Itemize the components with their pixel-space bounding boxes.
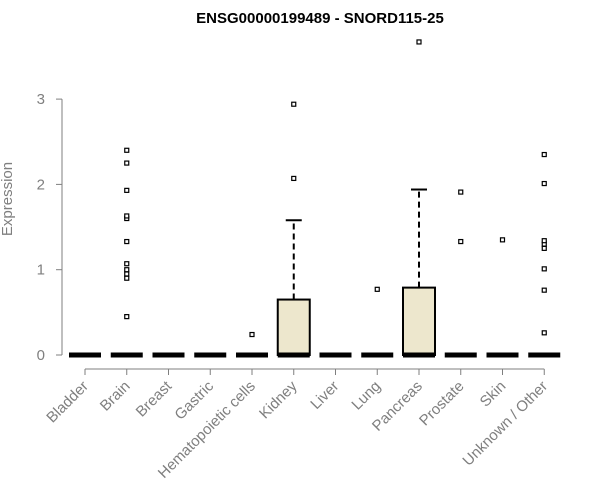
- y-tick-label: 2: [37, 176, 45, 193]
- box-12: [528, 151, 561, 358]
- x-tick-label: Brain: [97, 378, 134, 415]
- outlier-point: [499, 237, 506, 243]
- outlier-point: [124, 160, 130, 166]
- outlier-point: [124, 314, 130, 320]
- x-tick-label: Lung: [348, 378, 384, 414]
- box-8: [361, 286, 394, 358]
- outlier-point: [541, 238, 547, 244]
- outlier-point: [124, 275, 130, 281]
- outlier-point: [541, 151, 547, 158]
- outlier-point: [249, 331, 255, 338]
- outlier-point: [124, 187, 130, 193]
- outlier-point: [416, 39, 422, 45]
- outlier-point: [541, 180, 547, 187]
- outlier-point: [541, 330, 547, 336]
- box-6: [276, 101, 311, 358]
- outlier-point: [124, 261, 130, 267]
- outlier-point: [124, 267, 130, 273]
- box-iqr: [276, 298, 311, 356]
- box-iqr: [402, 286, 436, 357]
- x-tick-label: Prostate: [416, 378, 468, 430]
- boxes-group: [69, 39, 561, 358]
- outlier-point: [291, 175, 297, 182]
- outlier-point: [124, 271, 130, 277]
- x-tick-label: Bladder: [43, 378, 92, 427]
- outlier-point: [541, 287, 547, 293]
- y-tick-label: 0: [37, 347, 45, 364]
- x-tick-label: Skin: [477, 378, 510, 411]
- y-tick-label: 3: [37, 91, 45, 108]
- outlier-point: [124, 213, 130, 219]
- y-tick-label: 1: [37, 262, 45, 279]
- x-tick-label: Liver: [307, 378, 342, 413]
- y-axis-label: Expression: [0, 162, 16, 236]
- outlier-point: [291, 101, 297, 107]
- outlier-point: [541, 245, 547, 251]
- outlier-point: [458, 238, 464, 245]
- box-10: [444, 189, 477, 358]
- outlier-point: [124, 147, 130, 153]
- x-tick-label: Kidney: [256, 377, 301, 422]
- box-5: [236, 331, 268, 358]
- outlier-point: [124, 238, 130, 245]
- box-9: [402, 39, 436, 358]
- y-axis: 0 1 2 3: [37, 91, 63, 364]
- outlier-point: [374, 286, 380, 292]
- box-2: [110, 147, 143, 358]
- outlier-point: [458, 189, 464, 195]
- chart-title: ENSG00000199489 - SNORD115-25: [196, 10, 444, 27]
- outlier-point: [541, 266, 547, 272]
- box-11: [486, 237, 519, 358]
- x-tick-label: Breast: [133, 377, 176, 420]
